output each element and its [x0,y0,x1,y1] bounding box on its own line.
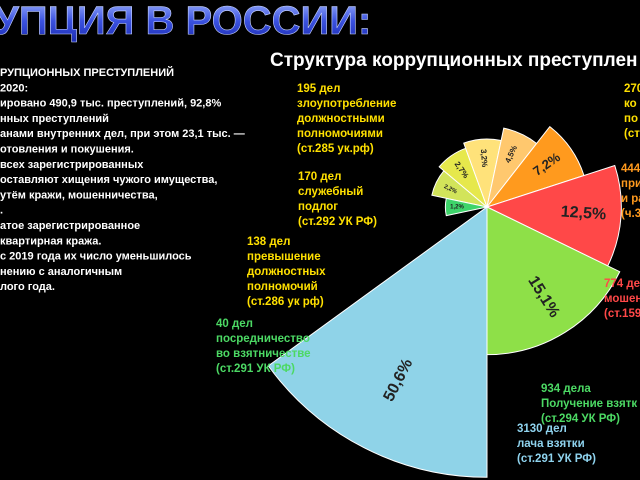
body-line: лого года. [0,281,55,293]
annotation-line: лача взятки [517,438,585,450]
annotation-line: (ст.291 УК РФ) [216,363,295,375]
chart-title: Структура коррупционных преступлен [270,50,638,71]
value-label: 1,2% [450,205,464,211]
body-line: отовления и покушения. [0,144,134,156]
body-line: утём кражи, мошенничества, [0,189,158,201]
annotation-line: (ст.294 УК РФ) [541,413,620,425]
body-line: атое зарегистрированное [0,220,140,232]
annotation-line: 170 дел [298,171,341,183]
annotation-line: Получение взятк [541,398,637,410]
body-line: анами внутренних дел, при этом 23,1 тыс.… [0,128,245,140]
body-line: с 2019 года их число уменьшилось [0,251,192,263]
annotation-line: (ст.292 УК РФ) [298,216,377,228]
annotation-line: мошен [604,293,640,305]
body-line: ировано 490,9 тыс. преступлений, 92,8% [0,98,221,110]
body-line: РУПЦИОННЫХ ПРЕСТУПЛЕНИЙ [0,66,174,79]
annotation-line: полномочий [247,281,318,293]
annotation-line: (ст.291 УК РФ) [517,453,596,465]
sector [267,206,488,478]
annotation-line: (ст [624,128,640,140]
annotation-line: 3130 дел [517,423,567,435]
body-line: оставляют хищения чужого имущества, [0,174,217,186]
value-label: 3,2% [479,149,489,168]
annotation-line: 138 дел [247,236,290,248]
title: УПЦИЯ В РОССИИ: [0,0,371,43]
sector [486,206,621,356]
body-line: . [0,205,3,217]
annotation-line: ко [624,98,637,110]
annotation-line: превышение [247,251,321,263]
annotation-line: злоупотребление [297,98,396,110]
sector [444,197,488,217]
sector [485,164,622,267]
chart: 2,2%2,7%3,2% 4,5% 7,2%12,5%15,1%50,6%1,2% [267,125,622,478]
annotation-line: (ст.286 ук рф) [247,296,324,308]
annotation-line: при [621,178,640,190]
annotation-line: должностных [247,266,326,278]
body-line: нных преступлений [0,113,109,125]
body-text: РУПЦИОННЫХ ПРЕСТУПЛЕНИЙ 2020: ировано 490,… [0,66,245,293]
annotation-line: и ра [621,193,640,205]
annotation-line: во взятничестве [216,348,311,360]
body-line: всех зарегистрированных [0,159,144,171]
annotations: 195 дел злоупотребление должностными полном… [216,83,640,465]
annotation-line: 774 дел [604,278,640,290]
value-label: 12,5% [560,203,606,223]
annotation-line: полномочиями [297,128,383,140]
annotation-line: 195 дел [297,83,340,95]
annotation-line: должностными [297,113,385,125]
body-line: 2020: [0,82,28,94]
annotation-line: 270 [624,83,640,95]
value-label: 2,2% [443,184,459,196]
annotation-line: 444 [621,163,640,175]
annotation-line: по [624,113,638,125]
annotation-line: (ст.285 ук.рф) [297,143,374,155]
annotation-line: (ст.159 [604,308,640,320]
annotation-line: (ч.3 [621,208,640,220]
annotation-line: посредничество [216,333,310,345]
annotation-line: 40 дел [216,318,253,330]
body-line: квартирная кража. [0,235,101,247]
body-line: нению с аналогичным [0,266,122,278]
annotation-line: подлог [298,201,338,213]
annotation-line: 934 дела [541,383,591,395]
annotation-line: служебный [298,186,363,198]
